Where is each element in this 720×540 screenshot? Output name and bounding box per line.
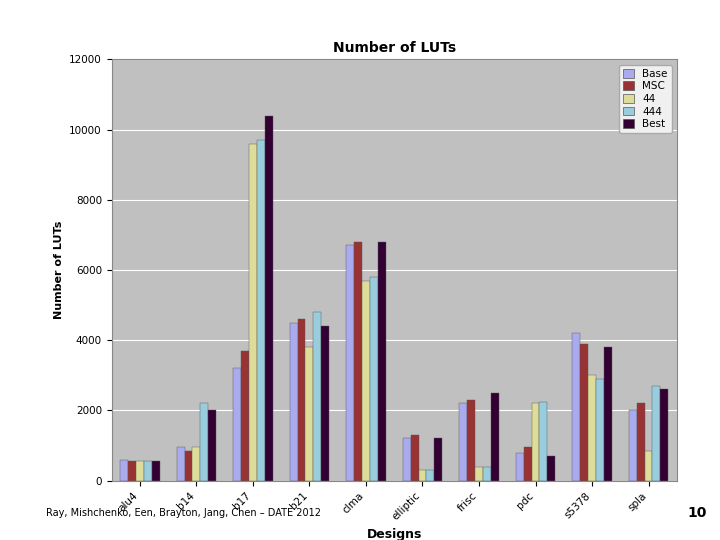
Text: 10: 10 [687, 507, 706, 520]
Bar [241, 351, 249, 481]
Title: Number of LUTs: Number of LUTs [333, 42, 456, 56]
Bar [297, 319, 305, 481]
Bar [321, 326, 329, 481]
Bar [144, 461, 152, 481]
Bar [370, 277, 378, 481]
Bar [426, 470, 434, 481]
Bar [265, 116, 273, 481]
Bar [531, 403, 539, 481]
Bar [354, 242, 362, 481]
Bar [418, 470, 426, 481]
Text: Ray, Mishchenko, Een, Brayton, Jang, Chen – DATE 2012: Ray, Mishchenko, Een, Brayton, Jang, Che… [46, 508, 321, 518]
Bar [539, 402, 547, 481]
Bar [588, 375, 596, 481]
Bar [176, 447, 184, 481]
Bar [152, 461, 160, 481]
Bar [249, 144, 257, 481]
Bar [547, 456, 555, 481]
Text: Experiment 4 – Delay Optimization: Experiment 4 – Delay Optimization [90, 17, 630, 45]
Bar [313, 312, 321, 481]
Bar [434, 438, 442, 481]
Bar [604, 347, 612, 481]
X-axis label: Designs: Designs [366, 528, 422, 540]
Y-axis label: Number of LUTs: Number of LUTs [53, 221, 63, 319]
Bar [402, 438, 410, 481]
Legend: Base, MSC, 44, 444, Best: Base, MSC, 44, 444, Best [619, 65, 672, 133]
Bar [378, 242, 386, 481]
Bar [289, 322, 297, 481]
Bar [572, 333, 580, 481]
Bar [491, 393, 499, 481]
Bar [257, 140, 265, 481]
Bar [467, 400, 475, 481]
Bar [184, 451, 192, 481]
Bar [596, 379, 604, 481]
Bar [120, 460, 128, 481]
Bar [200, 403, 208, 481]
Bar [305, 347, 313, 481]
Bar [629, 410, 636, 481]
Bar [128, 461, 136, 481]
Bar [208, 410, 216, 481]
Bar [233, 368, 241, 481]
Bar [459, 403, 467, 481]
Bar [580, 344, 588, 481]
Bar [644, 451, 652, 481]
Bar [475, 467, 483, 481]
Bar [483, 467, 491, 481]
Bar [346, 245, 354, 481]
Bar [362, 281, 370, 481]
Bar [516, 453, 523, 481]
Bar [652, 386, 660, 481]
Bar [636, 403, 644, 481]
Bar [410, 435, 418, 481]
Bar [660, 389, 668, 481]
Bar [136, 461, 144, 481]
Bar [192, 447, 200, 481]
Bar [523, 447, 531, 481]
